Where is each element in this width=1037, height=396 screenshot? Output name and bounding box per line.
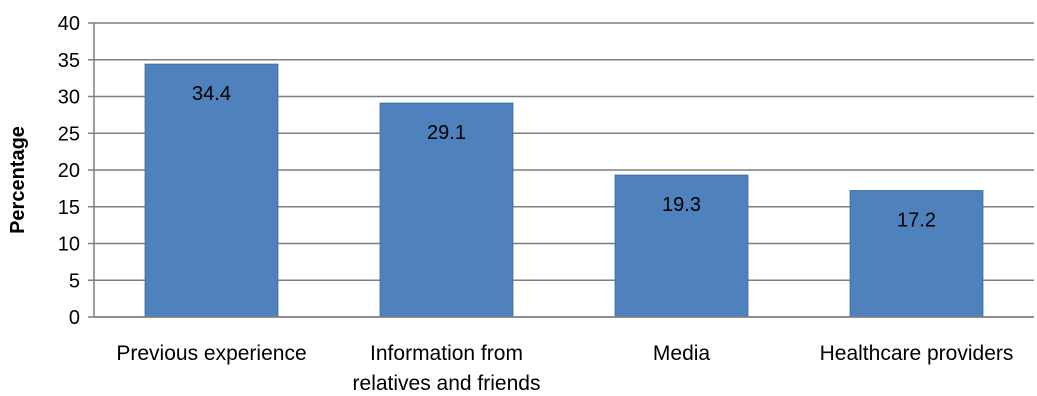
y-tick-label: 0 — [69, 307, 80, 329]
y-tick-label: 15 — [58, 197, 80, 219]
data-label-0: 34.4 — [192, 83, 231, 105]
data-label-1: 29.1 — [427, 122, 466, 144]
data-label-3: 17.2 — [897, 210, 936, 232]
x-category-labels: Previous experience Information from relat… — [116, 342, 1013, 395]
y-tick-label: 20 — [58, 160, 80, 182]
y-tick-label: 5 — [69, 270, 80, 292]
data-label-2: 19.3 — [662, 194, 701, 216]
y-tick-label: 30 — [58, 87, 80, 109]
y-tick-label: 25 — [58, 123, 80, 145]
x-category-label-3: Healthcare providers — [820, 342, 1014, 365]
y-tick-label: 35 — [58, 50, 80, 72]
y-tick-label: 10 — [58, 234, 80, 256]
y-tick-labels: 0 5 10 15 20 25 30 35 40 — [58, 13, 80, 329]
y-axis-title: Percentage — [7, 126, 29, 234]
data-labels: 34.4 29.1 19.3 17.2 — [94, 83, 1034, 318]
y-tick-label: 40 — [58, 13, 80, 35]
bar-2 — [614, 174, 749, 318]
x-category-label-1: Information from — [370, 342, 523, 365]
bar-0 — [144, 63, 279, 318]
x-category-label-1: relatives and friends — [353, 372, 541, 395]
x-category-label-0: Previous experience — [116, 342, 306, 365]
x-category-label-2: Media — [653, 342, 711, 365]
bars — [144, 63, 984, 318]
bar-1 — [379, 102, 514, 318]
bar-3 — [849, 190, 984, 318]
